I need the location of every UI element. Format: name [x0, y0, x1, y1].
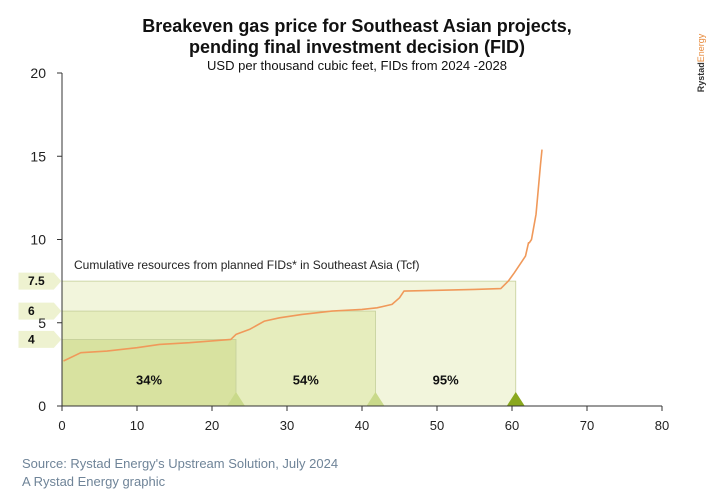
share-label: 34%	[136, 372, 162, 387]
x-tick-label: 40	[355, 418, 369, 433]
price-tag-label: 7.5	[28, 274, 45, 288]
share-label: 95%	[433, 372, 459, 387]
chart-title-line1: Breakeven gas price for Southeast Asian …	[142, 16, 572, 36]
price-tag-4	[17, 329, 63, 349]
series-line-breakeven-price	[63, 149, 543, 362]
chart-title: Breakeven gas price for Southeast Asian …	[0, 16, 714, 58]
chart-title-line2: pending final investment decision (FID)	[188, 37, 526, 57]
chart-subtitle: USD per thousand cubic feet, FIDs from 2…	[207, 58, 507, 73]
annotation-title: Cumulative resources from planned FIDs* …	[74, 258, 419, 272]
x-tick-label: 70	[580, 418, 594, 433]
credit-note: A Rystad Energy graphic	[22, 474, 166, 489]
price-tag-6	[17, 301, 63, 321]
x-tick-label: 10	[130, 418, 144, 433]
x-tick-label: 20	[205, 418, 219, 433]
price-tag-7.5	[17, 271, 63, 291]
x-tick-label: 50	[430, 418, 444, 433]
x-tick-label: 30	[280, 418, 294, 433]
threshold-band-4	[61, 338, 237, 407]
x-tick-label: 0	[58, 418, 65, 433]
price-tag-label: 6	[28, 304, 35, 318]
threshold-marker	[227, 392, 245, 406]
y-tick-label: 5	[38, 315, 46, 331]
threshold-marker	[506, 392, 525, 406]
x-tick-label: 80	[655, 418, 669, 433]
price-tag-label: 4	[28, 332, 35, 346]
y-tick-label: 10	[30, 232, 46, 248]
y-tick-label: 15	[30, 148, 46, 164]
y-tick-label: 20	[30, 65, 46, 81]
threshold-marker	[366, 392, 385, 406]
source-note: Source: Rystad Energy's Upstream Solutio…	[22, 456, 339, 471]
y-tick-label: 0	[38, 398, 46, 414]
share-label: 54%	[293, 372, 319, 387]
x-tick-label: 60	[505, 418, 519, 433]
